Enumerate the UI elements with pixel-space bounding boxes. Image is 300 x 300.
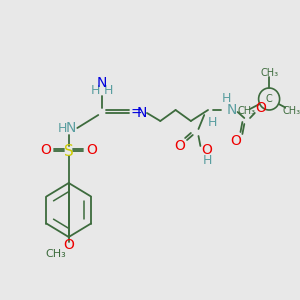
Text: H: H bbox=[91, 83, 100, 97]
Text: O: O bbox=[230, 134, 241, 148]
Text: H: H bbox=[104, 83, 113, 97]
Text: O: O bbox=[63, 238, 74, 252]
Text: O: O bbox=[202, 143, 212, 157]
Text: N: N bbox=[227, 103, 237, 117]
Text: H: H bbox=[57, 122, 67, 134]
Text: =: = bbox=[131, 106, 142, 120]
Text: N: N bbox=[65, 121, 76, 135]
Circle shape bbox=[259, 88, 280, 110]
Text: H: H bbox=[202, 154, 212, 167]
Text: O: O bbox=[174, 139, 185, 153]
Text: CH₃: CH₃ bbox=[237, 106, 255, 116]
Text: CH₃: CH₃ bbox=[283, 106, 300, 116]
Text: CH₃: CH₃ bbox=[260, 68, 278, 78]
Text: H: H bbox=[208, 116, 218, 130]
Text: O: O bbox=[255, 101, 266, 115]
Text: O: O bbox=[86, 143, 97, 157]
Text: N: N bbox=[137, 106, 147, 120]
Text: CH₃: CH₃ bbox=[45, 249, 66, 259]
Text: H: H bbox=[221, 92, 231, 104]
Text: O: O bbox=[40, 143, 51, 157]
Text: S: S bbox=[64, 143, 74, 158]
Text: C: C bbox=[266, 94, 272, 104]
Text: N: N bbox=[97, 76, 107, 90]
